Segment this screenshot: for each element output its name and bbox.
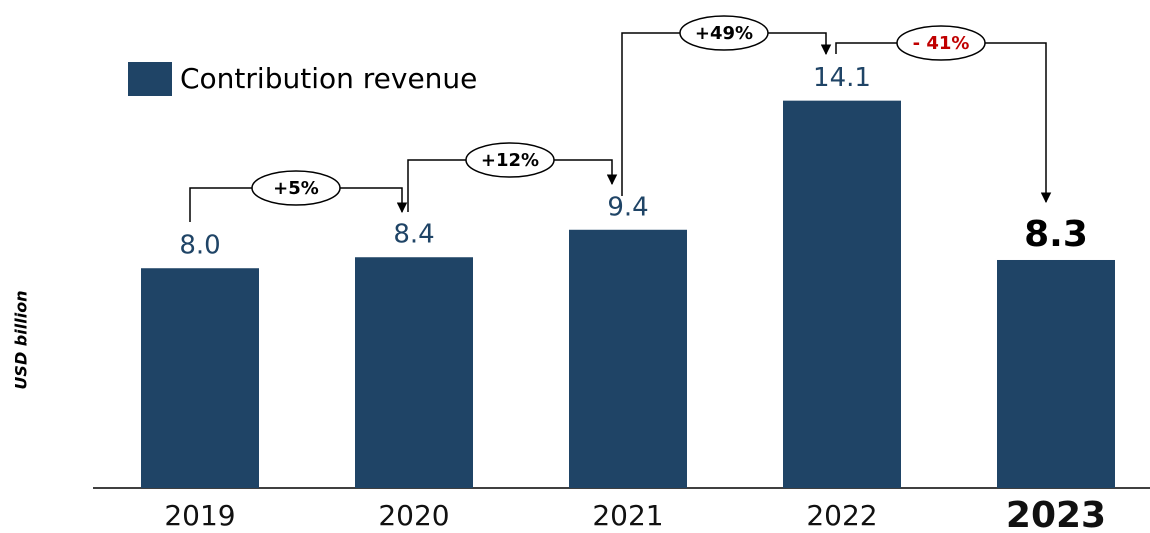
- x-tick-label: 2023: [1006, 495, 1106, 533]
- annotation: - 41%: [913, 33, 970, 54]
- annotation: +49%: [695, 23, 753, 44]
- value-label: 8.3: [1024, 214, 1088, 255]
- value-label: 8.0: [179, 231, 220, 261]
- x-tick-label: 2020: [378, 499, 449, 532]
- bar: [141, 268, 259, 488]
- legend-swatch: [128, 62, 172, 96]
- value-label: 8.4: [393, 220, 434, 250]
- bar: [783, 100, 901, 488]
- bar: [355, 257, 473, 488]
- bar: [569, 229, 687, 488]
- annotation: +5%: [273, 178, 319, 199]
- legend-label: Contribution revenue: [180, 62, 477, 95]
- annotation-bubble: [679, 15, 769, 51]
- bar: [997, 259, 1115, 488]
- annotation-bubble: [251, 170, 341, 206]
- value-label: 9.4: [607, 192, 648, 222]
- x-tick-label: 2019: [164, 499, 235, 532]
- x-tick-label: 2021: [592, 499, 663, 532]
- annotation-bubble: [896, 25, 986, 61]
- annotation-bubble: [465, 142, 555, 178]
- y-axis-label: USD billion: [12, 290, 31, 389]
- value-label: 14.1: [813, 63, 871, 93]
- annotation: +12%: [481, 150, 539, 171]
- x-tick-label: 2022: [806, 499, 877, 532]
